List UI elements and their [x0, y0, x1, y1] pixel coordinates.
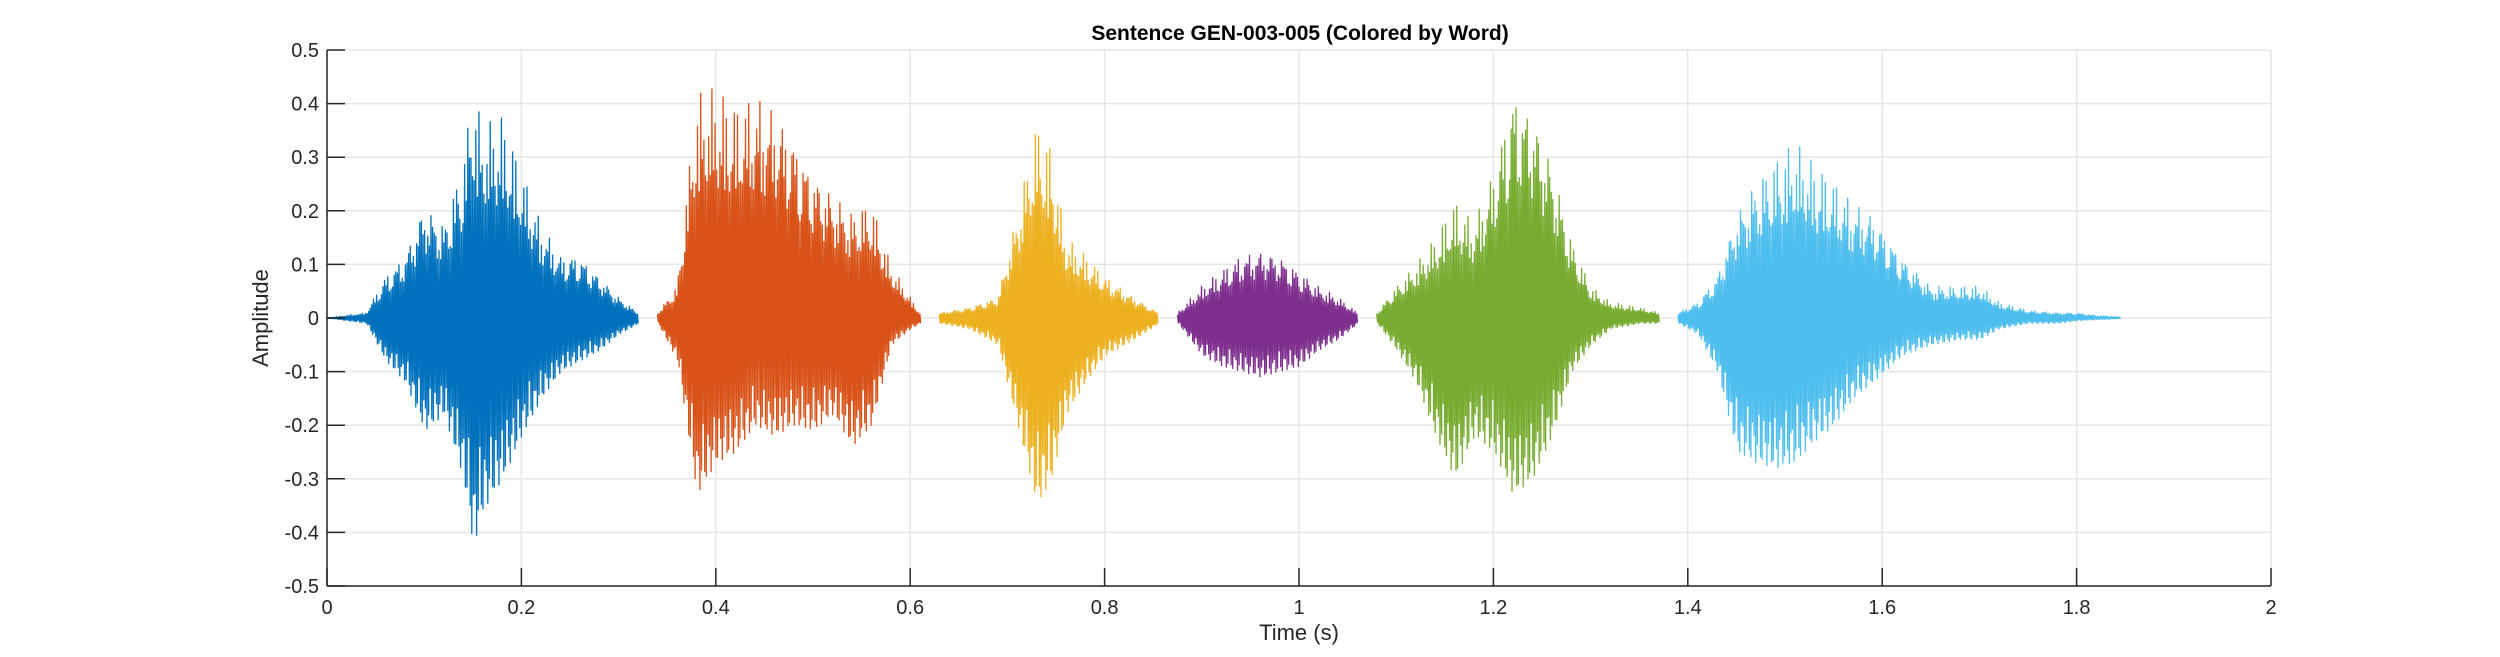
x-tick-label: 0.2 — [507, 597, 535, 619]
y-tick-label: 0.1 — [291, 254, 319, 276]
x-tick-label: 0.8 — [1091, 597, 1119, 619]
x-axis-label: Time (s) — [1259, 620, 1339, 645]
y-tick-label: 0.4 — [291, 94, 319, 116]
chart-title: Sentence GEN-003-005 (Colored by Word) — [1091, 22, 1508, 45]
x-tick-label: 0.4 — [702, 597, 730, 619]
x-tick-label: 2 — [2265, 597, 2276, 619]
y-tick-label: -0.2 — [285, 415, 319, 437]
x-tick-label: 0 — [321, 597, 332, 619]
series-waveform-1 — [327, 111, 639, 536]
y-tick-labels: -0.5 -0.4 -0.3 -0.2 -0.1 0 0.1 0.2 0.3 0.4 0.5 — [285, 40, 319, 598]
y-tick-label: -0.3 — [285, 469, 319, 491]
x-tick-label: 0.6 — [896, 597, 924, 619]
y-tick-label: 0.5 — [291, 40, 319, 62]
axes — [326, 49, 2272, 587]
y-tick-label: -0.5 — [285, 576, 319, 598]
y-tick-label: -0.1 — [285, 362, 319, 384]
x-tick-label: 1.6 — [1868, 597, 1896, 619]
x-tick-labels: 0 0.2 0.4 0.6 0.8 1 1.2 1.4 1.6 1.8 2 — [321, 597, 2276, 619]
x-tick-label: 1.4 — [1674, 597, 1702, 619]
y-tick-label: 0.3 — [291, 147, 319, 169]
x-tick-label: 1.8 — [2063, 597, 2091, 619]
y-tick-label: 0 — [308, 308, 319, 330]
y-tick-label: -0.4 — [285, 522, 319, 544]
x-tick-label: 1 — [1293, 597, 1304, 619]
series-waveform-2 — [656, 88, 922, 491]
series-waveform-5 — [1376, 106, 1660, 492]
y-tick-label: 0.2 — [291, 201, 319, 223]
series-waveform-6 — [1677, 146, 2122, 468]
series-waveform-3 — [938, 134, 1159, 498]
series-group — [327, 88, 2122, 536]
series-waveform-4 — [1176, 253, 1359, 378]
x-tick-label: 1.2 — [1479, 597, 1507, 619]
y-axis-label: Amplitude — [248, 269, 273, 367]
